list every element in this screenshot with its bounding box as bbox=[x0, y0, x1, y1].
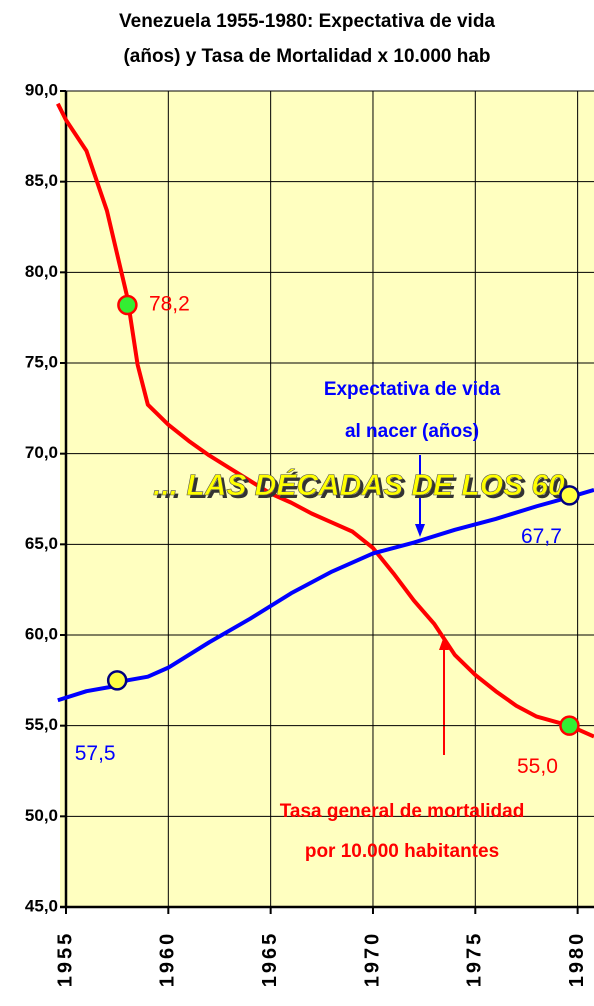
point-marker bbox=[559, 485, 580, 506]
annotation: por 10.000 habitantes bbox=[305, 841, 499, 862]
arrows bbox=[415, 455, 449, 755]
chart-title: Venezuela 1955-1980: Expectativa de vida bbox=[119, 11, 495, 32]
annotation-shadow: ... LAS DÉCADAS DE LOS 60 bbox=[156, 471, 568, 505]
y-tick-label: 45,0 bbox=[25, 896, 58, 915]
x-tick-label: 1965 bbox=[259, 931, 281, 988]
chart-title: (años) y Tasa de Mortalidad x 10.000 hab bbox=[123, 46, 490, 67]
y-tick-label: 65,0 bbox=[25, 534, 58, 553]
point-marker bbox=[559, 715, 580, 736]
plot-area bbox=[60, 91, 594, 907]
y-tick-label: 60,0 bbox=[25, 624, 58, 643]
point-marker bbox=[106, 670, 128, 691]
annotation: al nacer (años) bbox=[345, 421, 479, 442]
point-marker bbox=[117, 294, 138, 316]
point-label: 55,0 bbox=[517, 755, 558, 778]
x-tick-label: 1975 bbox=[464, 931, 486, 988]
x-tick-label: 1955 bbox=[54, 931, 76, 988]
x-tick-label: 1960 bbox=[157, 931, 179, 988]
point-label: 57,5 bbox=[75, 742, 116, 765]
y-tick-label: 75,0 bbox=[25, 352, 58, 371]
y-tick-label: 55,0 bbox=[25, 715, 58, 734]
y-tick-label: 80,0 bbox=[25, 262, 58, 281]
annotation: Expectativa de vida bbox=[324, 379, 501, 400]
y-tick-label: 85,0 bbox=[25, 171, 58, 190]
annotation: ... LAS DÉCADAS DE LOS 60 bbox=[153, 468, 565, 502]
y-tick-label: 90,0 bbox=[25, 80, 58, 99]
annotation: Tasa general de mortalidad bbox=[280, 801, 525, 822]
line bbox=[56, 102, 594, 739]
point-label: 67,7 bbox=[521, 525, 562, 548]
y-tick-label: 70,0 bbox=[25, 443, 58, 462]
x-tick-label: 1970 bbox=[361, 931, 383, 988]
x-tick-label: 1980 bbox=[566, 931, 588, 988]
point-label: 78,2 bbox=[149, 293, 190, 316]
y-tick-label: 50,0 bbox=[25, 806, 58, 825]
